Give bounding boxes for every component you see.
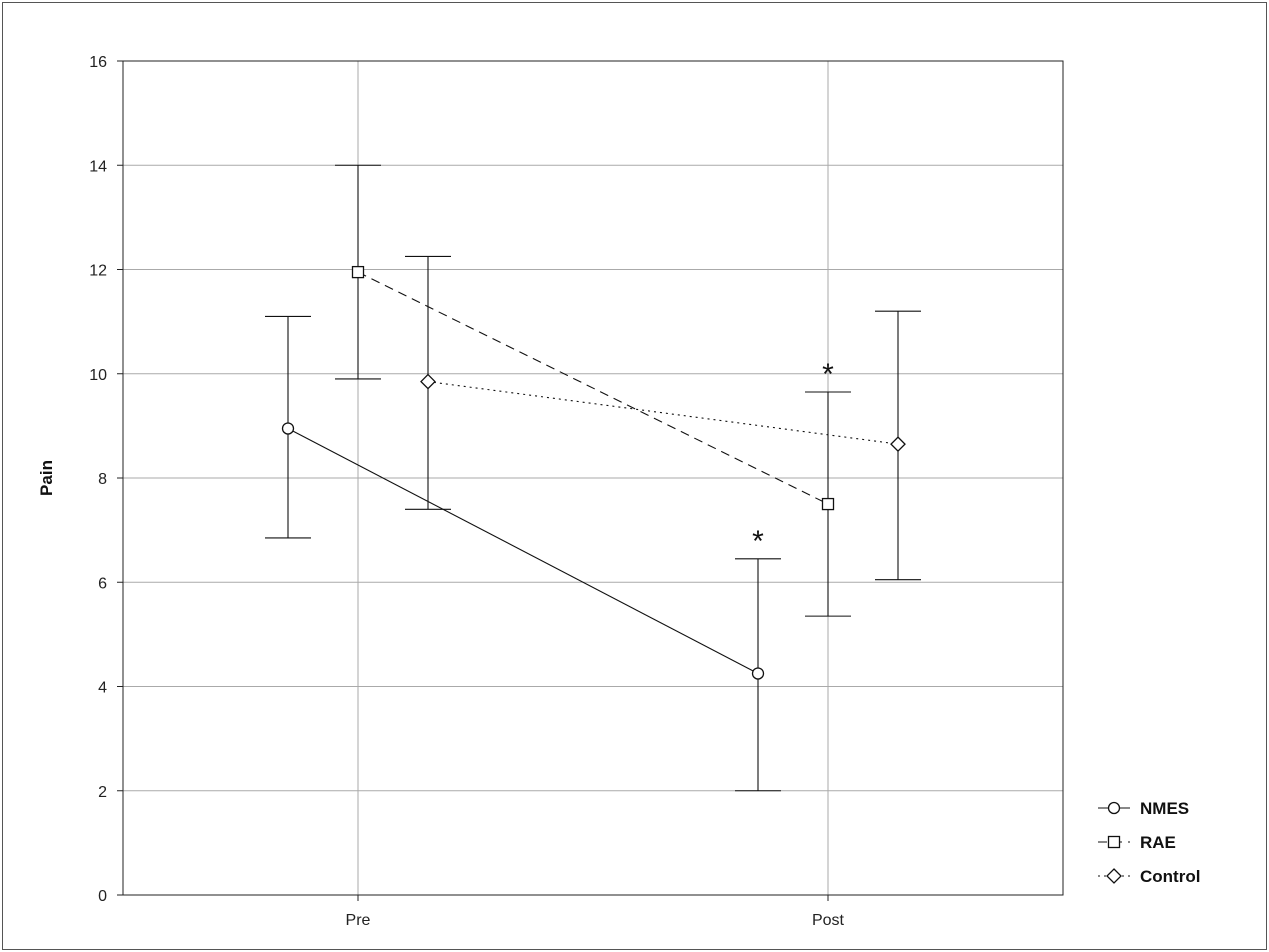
- legend: NMES RAE Control: [1098, 799, 1200, 886]
- series-line: [287, 427, 759, 674]
- grid: [123, 61, 1063, 895]
- legend-label: NMES: [1140, 799, 1189, 818]
- y-tick-label: 2: [98, 784, 107, 801]
- legend-item-control: Control: [1098, 867, 1200, 886]
- legend-item-rae: RAE: [1098, 833, 1176, 852]
- y-tick-label: 10: [89, 367, 107, 384]
- data-point: [281, 422, 295, 435]
- y-tick-label: 14: [89, 158, 107, 175]
- x-tick-label: Post: [812, 912, 845, 929]
- series-line: [427, 381, 899, 445]
- legend-item-nmes: NMES: [1098, 799, 1189, 818]
- y-tick-label: 4: [98, 680, 107, 697]
- data-point: [890, 436, 906, 453]
- legend-marker: [1107, 835, 1121, 849]
- data-point: [821, 497, 835, 511]
- data-point: [351, 265, 365, 279]
- legend-label: RAE: [1140, 833, 1176, 852]
- legend-marker: [1106, 868, 1122, 884]
- y-tick-label: 16: [89, 54, 107, 71]
- series-nmes: *: [265, 315, 781, 792]
- significance-marker: *: [752, 525, 764, 558]
- legend-marker: [1107, 801, 1121, 815]
- axes: 0 2 4 6 8 10 12 14 16 Pre Post: [89, 54, 844, 929]
- y-tick-label: 8: [98, 471, 107, 488]
- data-point: [420, 373, 436, 390]
- series-layer: **: [265, 164, 921, 792]
- series-rae: *: [335, 164, 851, 617]
- data-point: [751, 667, 765, 680]
- series-control: [405, 255, 921, 581]
- significance-marker: *: [822, 358, 834, 391]
- y-tick-label: 12: [89, 263, 107, 280]
- y-tick-label: 6: [98, 575, 107, 592]
- y-axis-title: Pain: [37, 460, 56, 496]
- x-tick-label: Pre: [346, 912, 371, 929]
- legend-label: Control: [1140, 867, 1200, 886]
- y-tick-label: 0: [98, 888, 107, 905]
- series-line: [357, 271, 829, 505]
